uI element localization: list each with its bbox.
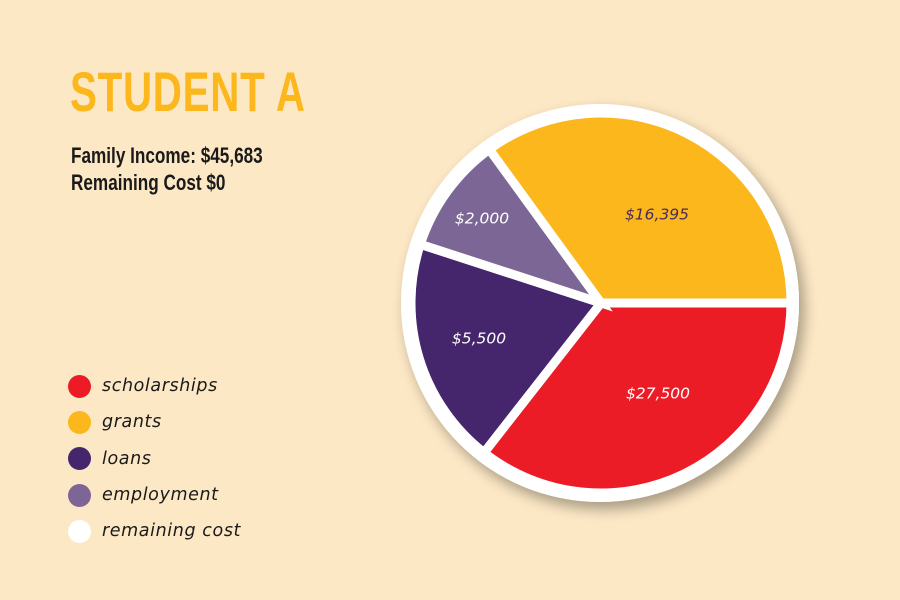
legend-item-scholarships: scholarships: [68, 368, 241, 404]
pie-label-scholarships: $27,500: [626, 385, 690, 403]
legend-label: scholarships: [102, 376, 218, 397]
legend-dot-scholarships: [68, 374, 91, 398]
pie-label-grants: $16,395: [625, 206, 689, 224]
legend: scholarships grants loans employment rem…: [68, 368, 241, 549]
legend-dot-employment: [68, 483, 91, 507]
legend-dot-remaining-cost: [68, 519, 91, 543]
pie-rim: [402, 104, 799, 502]
legend-item-employment: employment: [68, 477, 241, 513]
legend-label: remaining cost: [102, 521, 242, 542]
pie-label-employment: $2,000: [455, 210, 509, 228]
remaining-cost: Remaining Cost $0: [71, 170, 226, 195]
legend-item-loans: loans: [68, 441, 241, 477]
page-title: STUDENT A: [70, 60, 306, 123]
legend-dot-loans: [68, 447, 91, 471]
legend-item-remaining-cost: remaining cost: [68, 513, 241, 549]
legend-item-grants: grants: [68, 404, 241, 440]
family-income: Family Income: $45,683: [71, 143, 263, 168]
legend-label: employment: [102, 485, 219, 506]
legend-label: grants: [102, 412, 162, 433]
legend-dot-grants: [68, 410, 91, 434]
pie-label-loans: $5,500: [452, 330, 506, 348]
legend-label: loans: [102, 448, 152, 469]
